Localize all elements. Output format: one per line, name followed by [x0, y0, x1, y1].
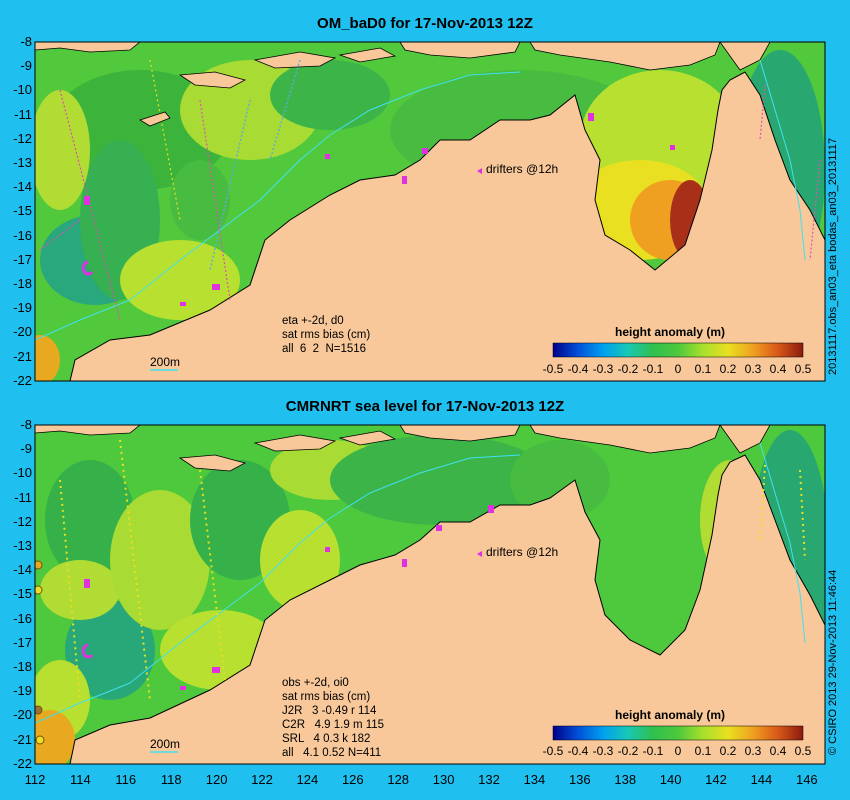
- top-info-text: eta +-2d, d0 sat rms bias (cm) all 6 2 N…: [282, 315, 371, 355]
- bottom-info-text: obs +-2d, oi0 sat rms bias (cm) J2R 3 -0…: [282, 677, 385, 759]
- bottom-lat-tick: -17: [13, 634, 32, 650]
- bottom-colorbar-tick: 0.2: [719, 744, 737, 758]
- bottom-lat-tick: -10: [13, 465, 32, 481]
- top-lat-tick: -21: [13, 348, 32, 364]
- lon-tick: 122: [251, 772, 273, 787]
- bottom-colorbar-tick: -0.1: [642, 744, 664, 758]
- top-lat-tick: -22: [13, 372, 32, 388]
- lon-tick: 114: [70, 772, 91, 787]
- bottom-lat-tick: -12: [13, 513, 32, 529]
- top-lat-tick: -11: [14, 106, 32, 122]
- top-colorbar-tick: -0.4: [567, 362, 589, 376]
- bottom-lat-tick: -14: [13, 562, 32, 578]
- top-lat-tick: -10: [13, 82, 32, 98]
- top-lat-tick: -9: [20, 58, 32, 74]
- top-drifters-label: drifters @12h: [486, 162, 559, 176]
- bottom-colorbar-title: height anomaly (m): [615, 708, 726, 722]
- lon-tick: 130: [432, 772, 455, 787]
- top-lat-tick: -13: [13, 155, 32, 170]
- lon-tick: 126: [341, 772, 364, 787]
- bottom-side-label: © CSIRO 2013 29-Nov-2013 11:46:44: [827, 569, 839, 755]
- top-lat-tick: -18: [13, 276, 32, 291]
- top-lat-tick: -12: [13, 130, 32, 146]
- bottom-lat-tick: -18: [13, 659, 32, 674]
- lon-tick: 120: [205, 772, 228, 787]
- top-lat-tick: -15: [13, 203, 32, 219]
- lon-tick: 144: [750, 772, 773, 787]
- top-scale-label: 200m: [150, 355, 181, 369]
- top-colorbar-tick: 0: [674, 362, 682, 376]
- bottom-colorbar-tick: 0: [674, 744, 682, 758]
- lon-tick: 116: [115, 772, 137, 787]
- bottom-lat-tick: -9: [20, 441, 32, 457]
- top-colorbar-tick: 0.1: [694, 362, 712, 376]
- bottom-scale-label: 200m: [150, 737, 181, 751]
- top-colorbar-tick: 0.3: [744, 362, 762, 376]
- bottom-lat-tick: -20: [13, 707, 32, 723]
- bottom-colorbar-tick: 0.5: [794, 744, 812, 758]
- bottom-colorbar-tick: -0.3: [592, 744, 614, 758]
- top-lat-tick: -14: [13, 179, 32, 195]
- top-colorbar-tick: -0.5: [542, 362, 564, 376]
- top-lat-tick: -19: [13, 300, 32, 316]
- lon-tick: 136: [568, 772, 591, 787]
- bottom-lat-tick: -11: [14, 489, 32, 505]
- top-panel-title: OM_baD0 for 17-Nov-2013 12Z: [317, 15, 533, 32]
- bottom-colorbar-tick: -0.5: [542, 744, 564, 758]
- bottom-colorbar-tick: 0.4: [769, 744, 787, 758]
- lon-tick: 112: [24, 772, 46, 787]
- top-colorbar-title: height anomaly (m): [615, 325, 726, 339]
- bottom-lat-tick: -22: [13, 755, 32, 771]
- top-colorbar-tick: -0.2: [617, 362, 639, 376]
- bottom-colorbar-tick: 0.1: [694, 744, 712, 758]
- top-lat-tick: -16: [13, 227, 32, 243]
- bottom-lat-tick: -16: [13, 610, 32, 626]
- bottom-panel-title: CMRNRT sea level for 17-Nov-2013 12Z: [285, 398, 565, 415]
- lon-tick: 134: [523, 772, 546, 787]
- lon-tick: 146: [795, 772, 818, 787]
- lon-tick: 124: [296, 772, 319, 787]
- lon-tick: 138: [614, 772, 637, 787]
- bottom-colorbar-tick: -0.4: [567, 744, 589, 758]
- top-colorbar-tick: -0.1: [642, 362, 664, 376]
- top-colorbar-tick: -0.3: [592, 362, 614, 376]
- lon-tick: 140: [659, 772, 682, 787]
- top-colorbar-tick: 0.5: [794, 362, 812, 376]
- lon-tick: 118: [160, 772, 182, 787]
- top-side-label: 20131117.obs_an03_eta bodas_an03_2013111…: [827, 137, 839, 375]
- top-colorbar-tick: 0.4: [769, 362, 787, 376]
- bottom-drifters-label: drifters @12h: [486, 545, 559, 559]
- top-lat-tick: -20: [13, 324, 32, 340]
- lon-tick: 132: [478, 772, 500, 787]
- bottom-lat-tick: -21: [13, 731, 32, 747]
- top-colorbar-tick: 0.2: [719, 362, 737, 376]
- lon-tick: 142: [705, 772, 727, 787]
- lon-tick: 128: [387, 772, 410, 787]
- bottom-colorbar-tick: 0.3: [744, 744, 762, 758]
- bottom-lat-tick: -8: [20, 417, 32, 432]
- top-lat-tick: -8: [20, 34, 32, 49]
- top-lat-tick: -17: [13, 251, 32, 267]
- bottom-lat-tick: -15: [13, 586, 32, 602]
- bottom-colorbar-tick: -0.2: [617, 744, 639, 758]
- bottom-lat-tick: -13: [13, 538, 32, 553]
- bottom-lat-tick: -19: [13, 683, 32, 699]
- colorbar-bottom: [552, 725, 804, 741]
